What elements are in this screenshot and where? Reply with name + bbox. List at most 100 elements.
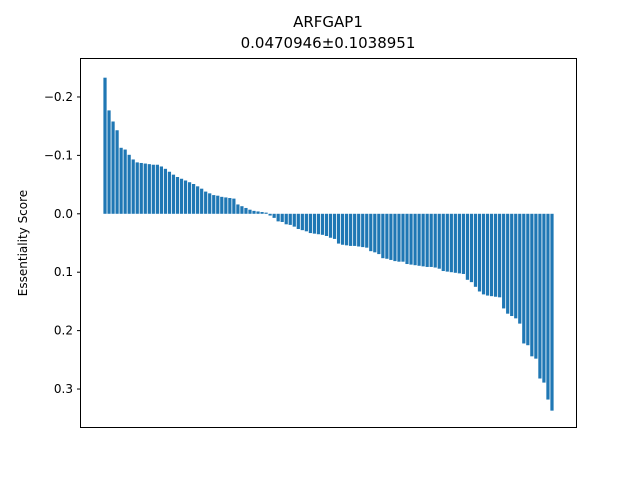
bar	[175, 176, 180, 214]
bar	[216, 195, 220, 214]
bar	[324, 213, 329, 236]
bar	[244, 207, 248, 214]
bar	[155, 164, 159, 214]
bar	[530, 213, 534, 357]
bar	[208, 193, 212, 214]
bar	[252, 210, 256, 214]
y-axis: −0.2 −0.1 0.0 0.1 0.2 0.3	[44, 90, 81, 396]
bar	[163, 168, 168, 214]
bar	[373, 213, 377, 253]
chart-subtitle: 0.0470946±0.1038951	[241, 34, 416, 52]
bar	[506, 213, 510, 314]
bar	[191, 184, 196, 214]
plot-frame	[80, 58, 577, 428]
bar	[276, 213, 280, 222]
y-tick-label: −0.1	[44, 148, 73, 162]
bar	[107, 110, 111, 214]
bar	[151, 164, 155, 214]
bar	[345, 213, 349, 246]
bar	[457, 213, 461, 274]
bar	[510, 213, 514, 317]
bar	[260, 212, 264, 214]
bar	[502, 213, 506, 309]
bar	[123, 149, 127, 214]
bar	[429, 213, 433, 267]
bar	[369, 213, 373, 252]
bar	[304, 213, 308, 232]
bar	[268, 213, 272, 216]
bar	[296, 213, 300, 229]
y-tick-label: 0.1	[54, 265, 73, 279]
bar	[498, 213, 502, 298]
bar	[397, 213, 401, 262]
bar	[526, 213, 530, 346]
bar	[494, 213, 498, 297]
bar	[437, 213, 441, 269]
bar	[328, 213, 333, 238]
bar	[232, 198, 236, 214]
bar	[115, 130, 119, 214]
bar	[393, 213, 397, 262]
bar	[320, 213, 325, 235]
bar	[349, 213, 353, 246]
bar	[413, 213, 417, 266]
bar	[461, 213, 466, 274]
bar	[453, 213, 457, 273]
bar	[284, 213, 288, 225]
bar	[200, 188, 204, 214]
bar	[171, 174, 176, 214]
bar	[228, 198, 232, 214]
bar	[489, 213, 494, 297]
y-tick-label: 0.3	[54, 382, 73, 396]
bar	[469, 213, 474, 283]
bar	[417, 213, 421, 266]
chart-title: ARFGAP1	[293, 13, 363, 31]
bar	[538, 213, 542, 379]
bar	[143, 163, 147, 214]
bar	[220, 196, 224, 214]
bar	[248, 209, 252, 214]
bar	[312, 213, 317, 234]
bar	[224, 197, 228, 214]
bar	[433, 213, 437, 268]
y-axis-label: Essentiality Score	[16, 190, 30, 296]
bar	[264, 212, 268, 214]
bar	[204, 191, 208, 214]
bar	[405, 213, 409, 265]
bar	[308, 213, 312, 234]
bar	[449, 213, 453, 273]
bar	[401, 213, 405, 262]
bar	[381, 213, 385, 259]
bar	[240, 206, 244, 214]
bar	[336, 213, 341, 244]
bar	[135, 162, 139, 214]
bar	[365, 213, 369, 248]
bar	[409, 213, 413, 265]
bar	[550, 213, 554, 411]
bar	[477, 213, 482, 292]
y-tick-label: −0.2	[44, 90, 73, 104]
bar	[485, 213, 490, 296]
bar	[377, 213, 381, 255]
bar	[280, 213, 284, 222]
bar	[167, 171, 172, 214]
bar	[256, 211, 260, 214]
bars-group	[103, 77, 554, 411]
bar	[292, 213, 296, 227]
bar	[212, 195, 216, 214]
bar	[179, 178, 184, 214]
bar	[159, 166, 163, 214]
bar	[272, 213, 276, 218]
bar	[288, 213, 292, 225]
bar	[196, 186, 200, 214]
bar	[385, 213, 389, 259]
bar	[421, 213, 425, 267]
bar	[119, 147, 123, 214]
bar	[542, 213, 546, 383]
bar	[546, 213, 550, 400]
bar	[445, 213, 449, 272]
bar	[332, 213, 337, 239]
bar	[518, 213, 522, 324]
bar	[187, 182, 192, 214]
bar	[236, 204, 240, 214]
